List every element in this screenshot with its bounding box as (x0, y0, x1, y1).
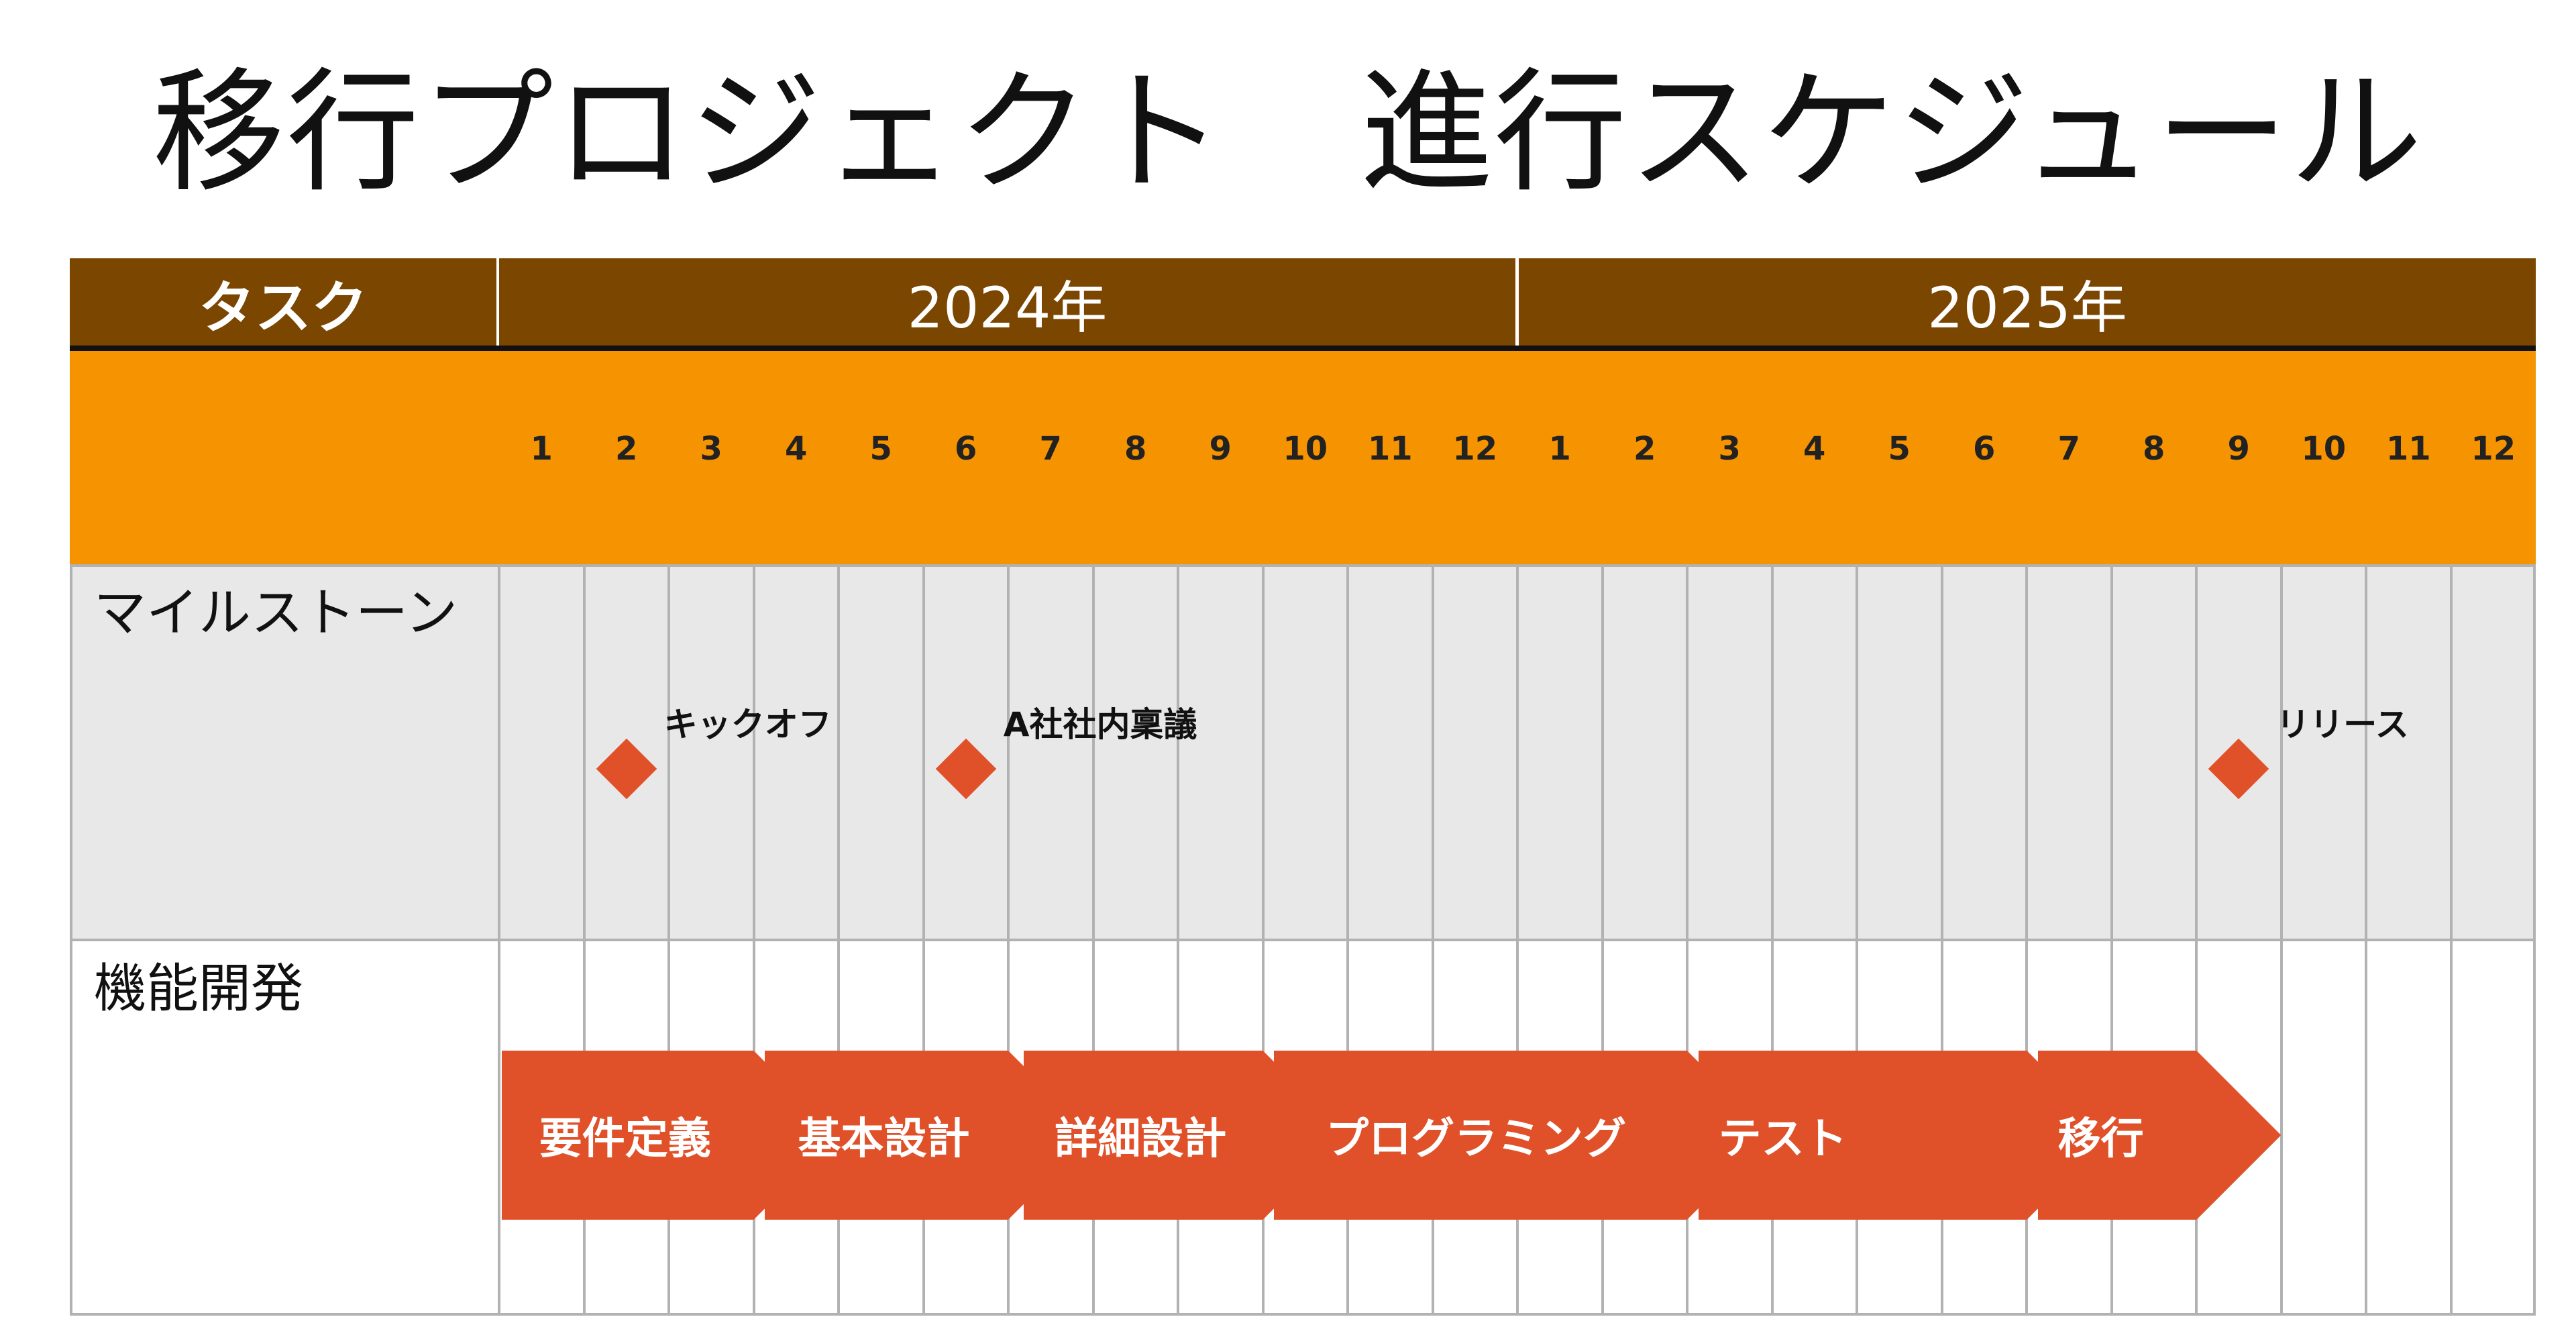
phase-arrow: 要件定義 (502, 1051, 839, 1220)
milestone-row-label: マイルストーン (94, 583, 458, 643)
month-label: 3 (1718, 430, 1741, 468)
month-label: 11 (2385, 430, 2431, 468)
header-year-2024: 2024年 (499, 258, 1515, 348)
phase-arrow: 移行 (2037, 1051, 2281, 1220)
month-label: 8 (2143, 430, 2165, 468)
phase-arrow: 詳細設計 (1023, 1051, 1348, 1220)
development-row-label: 機能開発 (94, 959, 304, 1019)
month-label: 6 (1973, 430, 1996, 468)
header-year-2025: 2025年 (1519, 258, 2536, 348)
header-year-label: 2025年 (1927, 274, 2127, 341)
milestone-label: キックオフ (663, 705, 832, 744)
phase-arrow: テスト (1698, 1051, 2111, 1220)
month-label: 5 (869, 430, 892, 468)
phase-arrow-shape (1274, 1051, 1772, 1220)
phase-label: テスト (1718, 1114, 1847, 1164)
month-label: 5 (1888, 430, 1911, 468)
months-band (70, 351, 2536, 564)
month-label: 8 (1124, 430, 1147, 468)
header-year-label: 2024年 (907, 274, 1108, 341)
month-label: 11 (1367, 430, 1413, 468)
phase-arrow-shape (1023, 1051, 1348, 1220)
month-label: 3 (700, 430, 722, 468)
month-label: 10 (1283, 430, 1328, 468)
month-label: 7 (2057, 430, 2080, 468)
grid-row-line (70, 1313, 2536, 1316)
phase-arrow-shape (1698, 1051, 2111, 1220)
month-label: 12 (1452, 430, 1498, 468)
phase-arrow-shape (2037, 1051, 2281, 1220)
milestone-row: マイルストーン (70, 564, 2536, 940)
month-label: 1 (530, 430, 553, 468)
phase-arrow-polygon (1274, 1051, 1772, 1220)
phase-arrow: 基本設計 (765, 1051, 1093, 1220)
phase-label: 詳細設計 (1055, 1114, 1227, 1164)
header-task-cell: タスク (70, 258, 496, 348)
month-label: 2 (1633, 430, 1656, 468)
header-divider (70, 346, 2536, 351)
month-label: 4 (785, 430, 808, 468)
phase-label: 要件定義 (539, 1114, 711, 1164)
phase-arrow-polygon (502, 1051, 839, 1220)
phase-arrow-polygon (1698, 1051, 2111, 1220)
phase-arrow-polygon (2037, 1051, 2281, 1220)
month-label: 4 (1803, 430, 1826, 468)
phase-arrow: プログラミング (1274, 1051, 1772, 1220)
phase-arrow-shape (502, 1051, 839, 1220)
phase-arrow-polygon (765, 1051, 1093, 1220)
page-title: 移行プロジェクト 進行スケジュール (152, 55, 2424, 210)
phase-label: 基本設計 (798, 1114, 970, 1164)
phase-arrow-shape (765, 1051, 1093, 1220)
phase-label: プログラミング (1326, 1114, 1627, 1164)
milestone-label: A社社内稟議 (1003, 705, 1197, 744)
month-label: 6 (955, 430, 977, 468)
month-label: 7 (1039, 430, 1062, 468)
month-label: 9 (1209, 430, 1232, 468)
month-label: 1 (1548, 430, 1571, 468)
month-label: 9 (2227, 430, 2250, 468)
phase-label: 移行 (2057, 1114, 2144, 1164)
phase-arrow-polygon (1023, 1051, 1348, 1220)
grid-row-line (70, 939, 2536, 941)
month-label: 12 (2471, 430, 2516, 468)
grid-row-line (70, 564, 2536, 567)
month-label: 10 (2301, 430, 2347, 468)
header-task-label: タスク (198, 274, 368, 341)
month-label: 2 (615, 430, 638, 468)
milestone-label: リリース (2276, 705, 2409, 744)
